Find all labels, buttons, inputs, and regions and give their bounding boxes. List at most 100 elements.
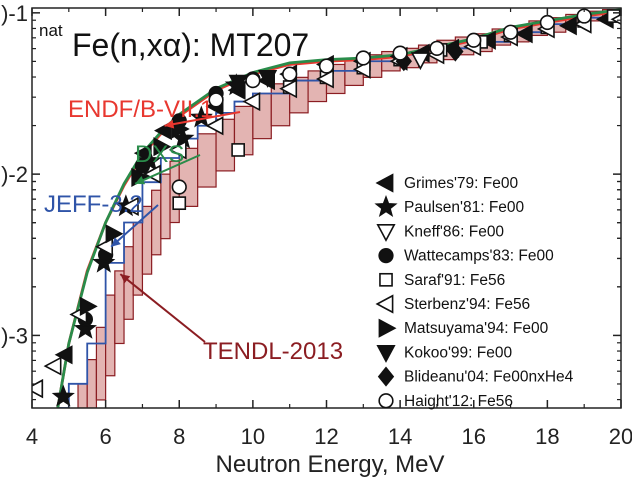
legend-label: Kneff'86: Fe00 <box>404 223 504 240</box>
data-point <box>228 74 248 93</box>
annotation-arrow-line <box>164 111 241 127</box>
data-point <box>153 137 172 157</box>
y-tick-label: )-2 <box>1 162 28 187</box>
tendl-bin <box>95 326 107 401</box>
legend-label: Wattecamps'83: Fe00 <box>404 248 554 265</box>
tendl-bin <box>132 221 144 296</box>
y-tick-label: )-3 <box>1 323 28 348</box>
experimental-points <box>32 8 621 407</box>
data-point <box>171 179 187 195</box>
annotation-arrow-line <box>119 273 206 343</box>
data-point <box>539 14 555 31</box>
chart-title: Fe(n,xα): MT207 <box>72 27 309 63</box>
data-point <box>410 52 430 71</box>
x-axis-title: Neutron Energy, MeV <box>216 451 445 478</box>
x-tick-label: 20 <box>609 424 632 449</box>
x-tick-label: 6 <box>100 424 112 449</box>
data-point <box>429 40 445 56</box>
data-point <box>142 164 161 184</box>
tendl-bin <box>86 359 98 408</box>
annotations: ENDF/B-VII.1 DXS JEFF-3.2 TENDL-2013 <box>44 96 343 365</box>
annotation-arrow-head <box>120 274 131 284</box>
data-point <box>316 69 334 89</box>
data-point <box>447 41 464 62</box>
x-tick-label: 4 <box>26 424 38 449</box>
data-point <box>245 72 261 89</box>
data-point <box>279 79 298 99</box>
data-point <box>205 116 224 136</box>
x-tick-label: 14 <box>388 424 412 449</box>
data-point <box>502 24 519 40</box>
annotation-arrow-line <box>134 154 201 185</box>
legend: Grimes'79: Fe00 Paulsen'81: Fe00 Kneff'86:… <box>374 173 574 410</box>
legend-marker <box>379 272 393 287</box>
legend-label: Matsuyama'94: Fe00 <box>404 320 549 337</box>
tendl-bin <box>160 173 171 240</box>
tendl-band <box>77 9 621 408</box>
data-point <box>73 316 97 339</box>
data-point <box>79 296 98 316</box>
data-point <box>355 50 371 66</box>
data-point <box>168 140 187 160</box>
data-point <box>392 45 408 61</box>
legend-marker <box>377 366 395 387</box>
data-point <box>105 224 124 244</box>
tendl-bin <box>77 383 88 408</box>
tendl-bin <box>197 133 217 188</box>
x-tick-label: 12 <box>314 424 338 449</box>
axes: 4 6 8 10 12 14 16 18 20 )-3 )-2 )-1 <box>1 1 632 449</box>
annotation-arrow-line <box>110 204 159 248</box>
data-point <box>172 196 187 211</box>
legend-marker <box>375 294 394 314</box>
annotation-arrow-head <box>111 237 121 247</box>
annotation-endf: ENDF/B-VII.1 <box>68 96 213 123</box>
legend-label: Sterbenz'94: Fe56 <box>404 296 530 313</box>
data-point <box>258 69 278 88</box>
legend-label: Haight'12: Fe56 <box>404 393 513 410</box>
legend-label: Paulsen'81: Fe00 <box>404 199 525 216</box>
data-point <box>610 13 621 25</box>
x-tick-label: 18 <box>535 424 559 449</box>
legend-marker <box>378 318 397 338</box>
data-point <box>282 66 298 82</box>
tendl-bin <box>151 189 162 256</box>
data-point <box>120 196 139 216</box>
series-kneff <box>410 52 430 71</box>
legend-marker <box>376 224 396 242</box>
tendl-bin <box>105 294 116 377</box>
data-point <box>318 58 335 74</box>
series-kokoo <box>228 69 278 93</box>
legend-marker <box>376 344 396 363</box>
x-tick-label: 8 <box>173 424 185 449</box>
x-tick-label: 16 <box>462 424 486 449</box>
data-point <box>231 143 246 157</box>
data-point <box>51 384 75 407</box>
legend-label: Saraf'91: Fe56 <box>404 272 505 289</box>
annotation-arrow-head <box>135 176 146 185</box>
legend-marker <box>374 195 398 218</box>
legend-marker <box>375 173 394 193</box>
plot-area <box>32 8 621 408</box>
data-point <box>189 105 213 128</box>
data-point <box>208 92 224 108</box>
legend-label: Grimes'79: Fe00 <box>404 175 518 192</box>
series-haight <box>171 8 592 195</box>
annotation-jeff: JEFF-3.2 <box>44 191 143 218</box>
annotation-tendl: TENDL-2013 <box>203 338 343 365</box>
legend-label: Kokoo'99: Fe00 <box>404 344 512 361</box>
data-point <box>43 356 62 376</box>
legend-label: Blideanu'04: Fe00nxHe4 <box>404 369 574 386</box>
legend-marker <box>378 393 394 409</box>
chart-title-superscript: nat <box>39 21 63 40</box>
annotation-arrow-head <box>164 119 175 129</box>
x-tick-label: 10 <box>241 424 265 449</box>
legend-marker <box>378 247 394 264</box>
data-point <box>466 32 482 48</box>
data-point <box>134 158 151 174</box>
data-point <box>242 91 261 112</box>
y-tick-label: )-1 <box>1 1 28 26</box>
data-point <box>32 379 44 399</box>
annotation-dxs: DXS <box>135 141 184 168</box>
data-point <box>558 16 577 36</box>
